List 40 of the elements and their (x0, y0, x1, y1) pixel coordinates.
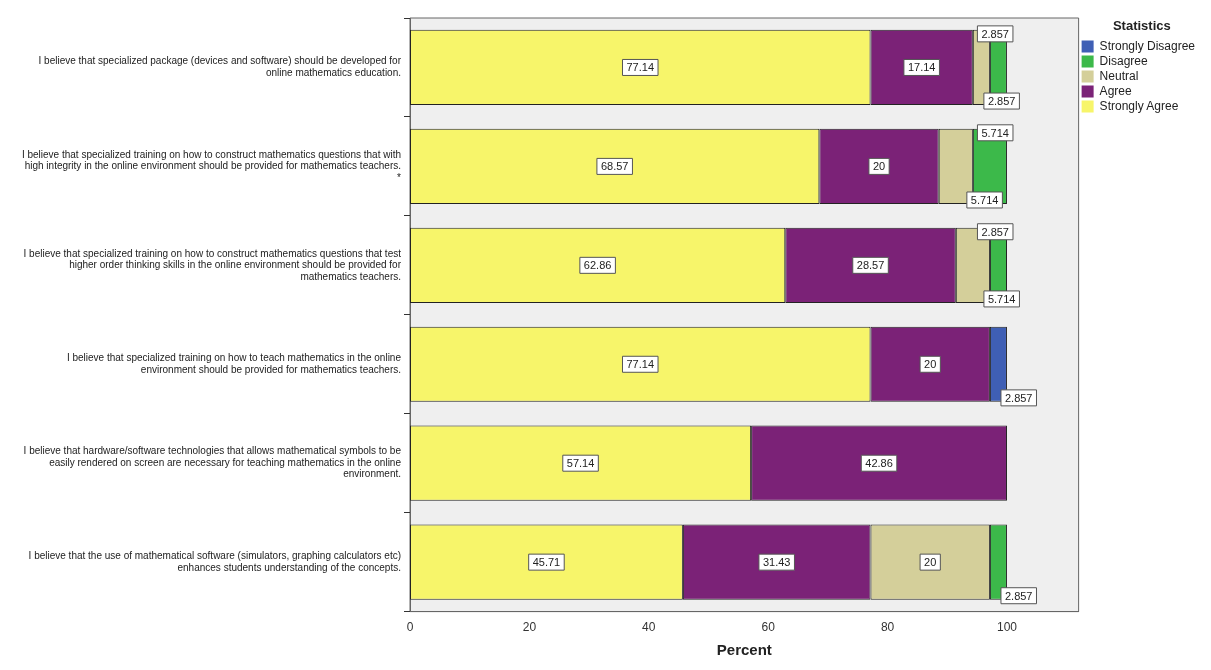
data-label: 2.857 (1004, 589, 1033, 602)
data-label: 62.86 (583, 259, 612, 272)
x-tick-label: 100 (996, 620, 1018, 635)
data-label: 20 (924, 358, 937, 371)
data-label: 5.714 (970, 194, 999, 207)
data-label: 2.857 (981, 27, 1009, 40)
data-label: 20 (924, 556, 937, 569)
data-label: 77.14 (626, 358, 655, 371)
data-label: 68.57 (600, 160, 629, 173)
data-label: 2.857 (981, 225, 1009, 238)
legend-label: Strongly Agree (1099, 98, 1179, 113)
legend-title: Statistics (1112, 18, 1171, 34)
y-tick-label: I believe that specialized package (devices and software) should be developed for online mathematics education. (38, 55, 402, 78)
legend-label: Strongly Disagree (1099, 38, 1196, 53)
x-tick-label: 80 (880, 620, 895, 635)
x-tick-label: 40 (642, 620, 656, 635)
data-label: 42.86 (865, 457, 893, 470)
legend-label: Disagree (1099, 53, 1148, 68)
data-label: 17.14 (907, 61, 936, 74)
x-tick-label: 20 (522, 620, 537, 635)
data-label: 5.714 (987, 292, 1016, 305)
data-label: 28.57 (856, 259, 885, 272)
x-tick-label: 60 (761, 620, 776, 635)
x-axis-title: Percent (716, 641, 772, 659)
data-label: 5.714 (981, 126, 1009, 139)
y-tick-label: I believe that specialized training on how to construct mathematics questions that test higher order thinking skills in the online environment should be provided for mathematics teachers. (23, 247, 402, 282)
data-label: 2.857 (987, 95, 1016, 108)
data-label: 57.14 (566, 457, 595, 470)
data-label: 45.71 (532, 556, 561, 569)
x-tick-label: 0 (406, 620, 414, 635)
data-label: 31.43 (762, 556, 791, 569)
data-label: 77.14 (626, 61, 655, 74)
data-label: 2.857 (1004, 391, 1033, 404)
y-tick-label: I believe that hardware/software technologies that allows mathematical symbols to be easily rendered on screen are necessary for teaching mathematics in the online environment. (23, 445, 402, 480)
y-tick-label: I believe that specialized training on how to construct mathematics questions that with high integrity in the online environment should be provided for mathematics teachers. * (21, 148, 402, 183)
data-label: 20 (872, 160, 886, 173)
legend-label: Neutral (1099, 68, 1139, 83)
legend-label: Agree (1099, 83, 1132, 98)
y-tick-label: I believe that the use of mathematical software (simulators, graphing calculators etc) enhances students understanding of the concepts. (28, 550, 401, 573)
y-tick-label: I believe that specialized training on how to teach mathematics in the online environment should be provided for mathematics teachers. (66, 352, 402, 375)
